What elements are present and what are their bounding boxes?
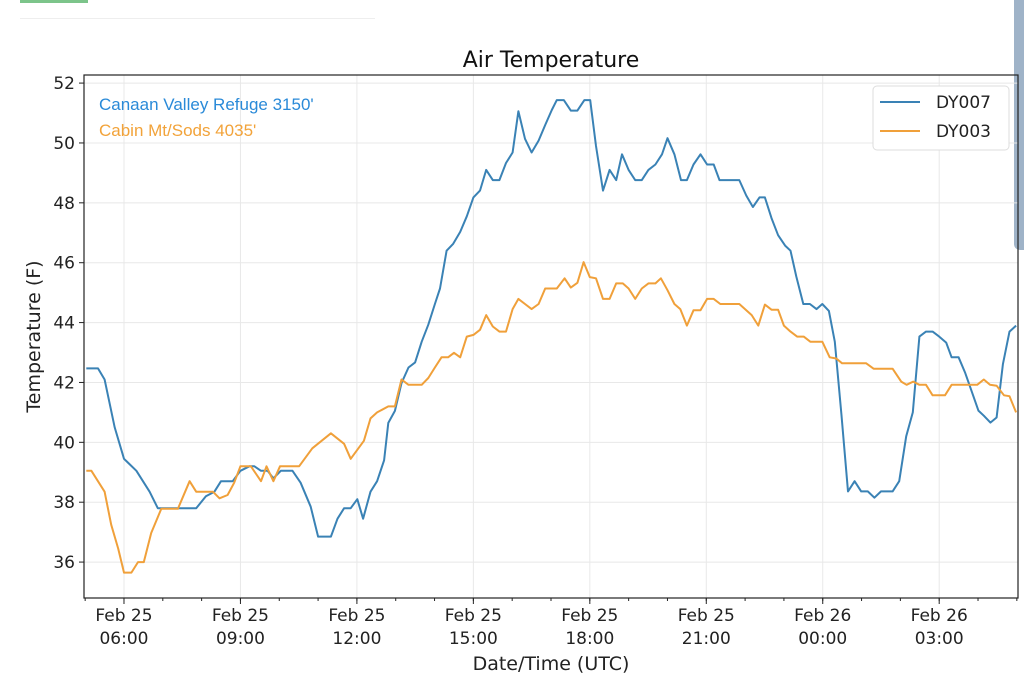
x-tick-date: Feb 26 xyxy=(794,606,851,626)
legend-label: DY003 xyxy=(936,122,991,142)
y-tick-label: 50 xyxy=(53,134,75,154)
annotation-label: Cabin Mt/Sods 4035' xyxy=(99,121,256,140)
x-tick-date: Feb 25 xyxy=(561,606,618,626)
y-tick-label: 48 xyxy=(53,194,75,214)
x-axis-label: Date/Time (UTC) xyxy=(473,653,630,675)
y-tick-label: 52 xyxy=(53,74,75,94)
x-tick-date: Feb 25 xyxy=(445,606,502,626)
x-tick-date: Feb 25 xyxy=(328,606,385,626)
x-tick-time: 18:00 xyxy=(565,629,614,649)
side-panel-edge xyxy=(1014,0,1024,250)
x-tick-time: 09:00 xyxy=(216,629,265,649)
top-divider xyxy=(20,18,375,19)
x-tick-date: Feb 26 xyxy=(911,606,968,626)
y-axis-label: Temperature (F) xyxy=(23,260,45,413)
legend-label: DY007 xyxy=(936,93,991,113)
y-tick-label: 38 xyxy=(53,493,75,513)
x-tick-time: 06:00 xyxy=(99,629,148,649)
x-tick-date: Feb 25 xyxy=(95,606,152,626)
chart-title: Air Temperature xyxy=(463,48,640,73)
x-tick-time: 21:00 xyxy=(682,629,731,649)
plot-frame xyxy=(83,74,1019,599)
annotation-label: Canaan Valley Refuge 3150' xyxy=(99,95,314,114)
y-tick-label: 36 xyxy=(53,553,75,573)
series-line-dy003 xyxy=(86,261,1018,574)
x-tick-time: 12:00 xyxy=(332,629,381,649)
y-tick-label: 42 xyxy=(53,373,75,393)
x-tick-time: 00:00 xyxy=(798,629,847,649)
x-tick-time: 03:00 xyxy=(915,629,964,649)
y-tick-label: 40 xyxy=(53,433,75,453)
top-accent-bar xyxy=(20,0,88,3)
series-line-dy007 xyxy=(86,99,1017,538)
y-tick-label: 46 xyxy=(53,254,75,274)
x-tick-date: Feb 25 xyxy=(212,606,269,626)
x-tick-time: 15:00 xyxy=(449,629,498,649)
x-tick-date: Feb 25 xyxy=(678,606,735,626)
y-tick-label: 44 xyxy=(53,314,75,334)
